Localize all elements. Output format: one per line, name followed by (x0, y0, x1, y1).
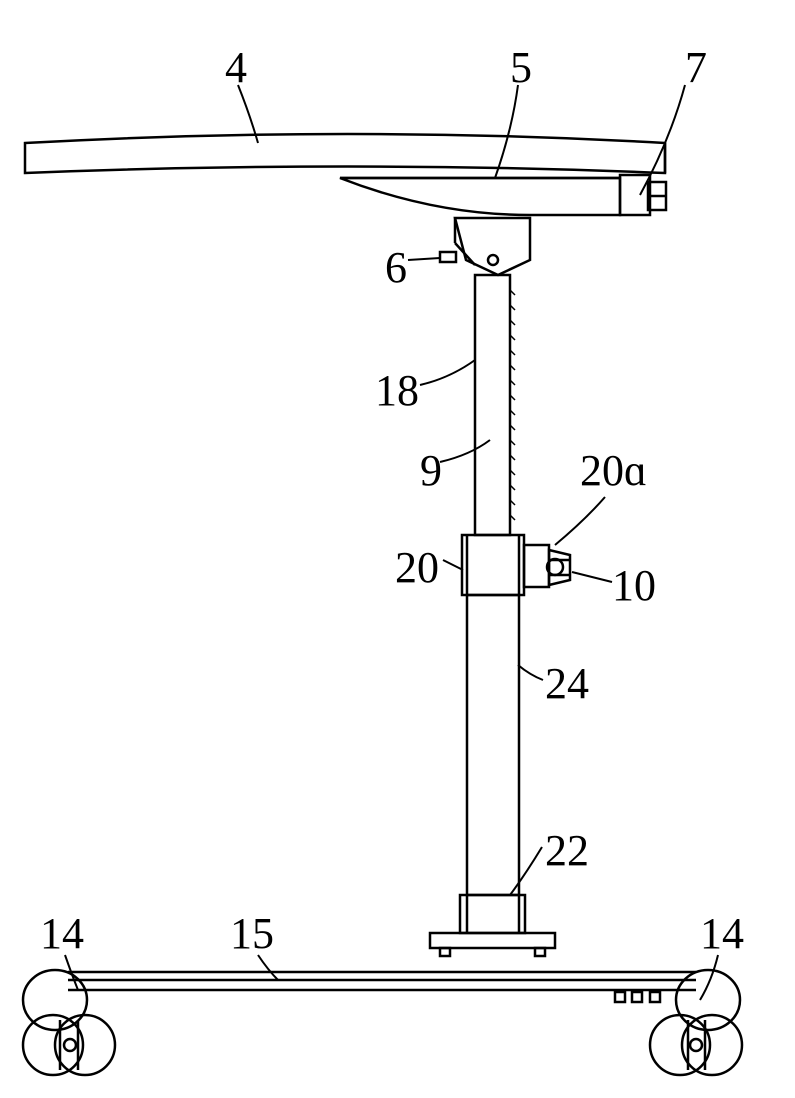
label-6: 6 (385, 242, 407, 293)
tabletop-surface (25, 134, 665, 173)
tilt-joint (455, 218, 530, 275)
label-14-left: 14 (40, 908, 84, 959)
base-plate (430, 933, 555, 948)
clamp-lever (524, 545, 570, 587)
label-15: 15 (230, 908, 274, 959)
label-20: 20 (395, 542, 439, 593)
leader-lines (65, 85, 718, 1000)
base-collar (460, 895, 525, 933)
label-5: 5 (510, 42, 532, 93)
outer-pole (467, 595, 519, 895)
label-4: 4 (225, 42, 247, 93)
label-24: 24 (545, 658, 589, 709)
label-18: 18 (375, 365, 419, 416)
label-7: 7 (685, 42, 707, 93)
mounting-bracket (340, 178, 620, 215)
left-caster (23, 970, 115, 1075)
right-bracket (620, 175, 650, 215)
right-caster (650, 970, 742, 1075)
label-14-right: 14 (700, 908, 744, 959)
label-20a: 20ɑ (580, 445, 647, 496)
base-rail (68, 972, 696, 990)
label-22: 22 (545, 825, 589, 876)
label-10: 10 (612, 560, 656, 611)
clamp-body (462, 535, 524, 595)
label-9: 9 (420, 445, 442, 496)
inner-pole (475, 275, 510, 535)
tilt-pin (440, 252, 456, 262)
